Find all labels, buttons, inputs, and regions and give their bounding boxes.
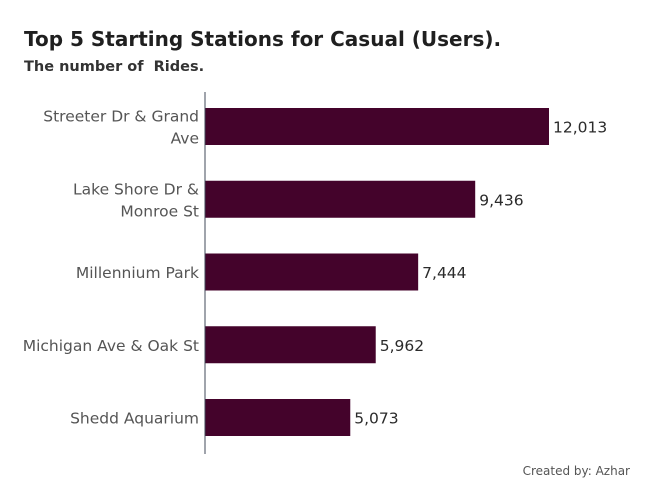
category-label: Michigan Ave & Oak St	[23, 337, 199, 355]
category-label: Shedd Aquarium	[70, 410, 199, 428]
bar-value-label: 5,073	[354, 410, 398, 428]
bars-layer: 12,013 Streeter Dr & Grand Ave 9,436 Lake Sh…	[23, 108, 607, 436]
bar	[205, 399, 351, 436]
bar-value-label: 7,444	[422, 264, 466, 282]
category-label: Streeter Dr & Grand Ave	[43, 108, 199, 148]
bar-value-label: 12,013	[553, 119, 607, 137]
created-by-credit: Created by: Azhar	[522, 464, 630, 478]
category-label: Millennium Park	[76, 264, 199, 282]
bar	[205, 326, 376, 364]
category-label: Lake Shore Dr & Monroe St	[73, 180, 199, 220]
chart-subtitle: The number of Rides.	[24, 59, 205, 75]
chart-title: Top 5 Starting Stations for Casual (User…	[24, 27, 502, 51]
bar	[205, 108, 549, 145]
bar	[205, 253, 419, 291]
bar-value-label: 5,962	[380, 337, 424, 355]
bar-value-label: 9,436	[479, 191, 523, 209]
bar	[205, 180, 476, 218]
